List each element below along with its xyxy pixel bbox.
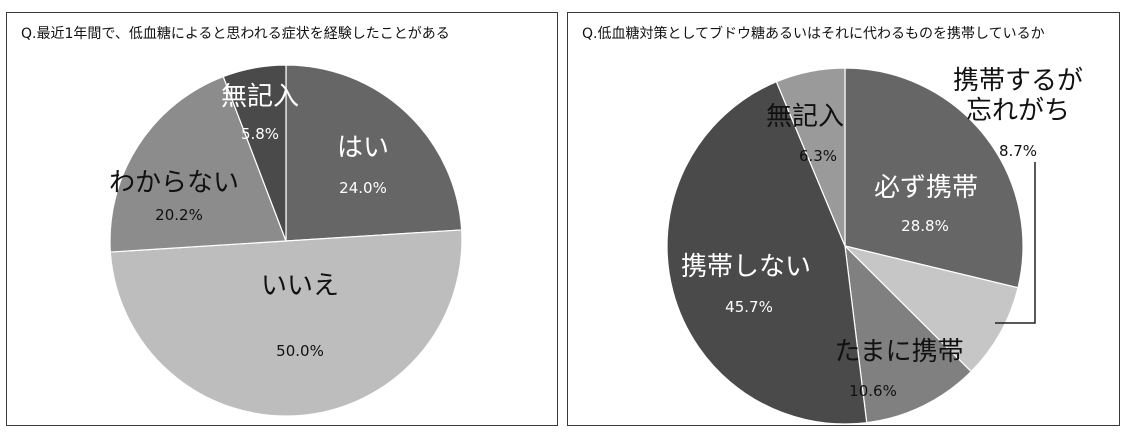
pie-chart-left: はい 24.0% いいえ 50.0% わからない 20.2% 無記入 5.8% <box>109 64 463 417</box>
slice-value-3: 20.2% <box>155 206 203 224</box>
chart-panel-left: Q.最近1年間で、低血糖によると思われる症状を経験したことがある はい 24.0%… <box>6 12 558 426</box>
slice-value-4: 45.7% <box>725 298 773 316</box>
pie-slice-4 <box>666 80 868 425</box>
slice-value-1: 28.8% <box>901 217 949 235</box>
pie-slice-3 <box>109 75 287 253</box>
slice-label-3: わからない <box>109 168 239 198</box>
slice-value-5: 6.3% <box>799 147 837 165</box>
slice-label-5: 無記入 <box>766 102 844 132</box>
slice-label-1: 必ず携帯 <box>874 173 978 203</box>
pie-slice-2 <box>109 229 463 417</box>
chart-title-right: Q.低血糖対策としてブドウ糖あるいはそれに代わるものを携帯しているか <box>582 26 1045 42</box>
slice-label-4: 携帯しない <box>681 252 811 282</box>
slice-label-1: はい <box>337 133 389 163</box>
slice-value-3: 10.6% <box>849 382 897 400</box>
slice-label-2: いいえ <box>261 271 339 301</box>
pie-slice-5 <box>775 67 846 247</box>
slice-label-4: 無記入 <box>221 82 299 112</box>
pie-slices <box>666 67 1024 425</box>
chart-panel-right: Q.低血糖対策としてブドウ糖あるいはそれに代わるものを携帯しているか 必ず携帯 2… <box>567 12 1120 426</box>
slice-label-3: たまに携帯 <box>834 337 963 367</box>
slice-value-2: 8.7% <box>999 142 1037 160</box>
leader-line <box>995 162 1036 324</box>
chart-title-left: Q.最近1年間で、低血糖によると思われる症状を経験したことがある <box>21 26 450 42</box>
slice-value-1: 24.0% <box>339 179 387 197</box>
pie-slice-3 <box>844 244 973 424</box>
pie-slices <box>109 64 463 417</box>
pie-slice-1 <box>844 67 1024 289</box>
pie-slice-4 <box>222 64 287 242</box>
pie-slice-2 <box>843 244 1019 373</box>
slice-value-2: 50.0% <box>276 342 324 360</box>
slice-value-4: 5.8% <box>241 125 279 143</box>
slice-label-2-line2: 忘れがち <box>966 96 1070 126</box>
slice-label-2-line1: 携帯するが <box>953 66 1083 96</box>
pie-slice-1 <box>285 64 463 242</box>
